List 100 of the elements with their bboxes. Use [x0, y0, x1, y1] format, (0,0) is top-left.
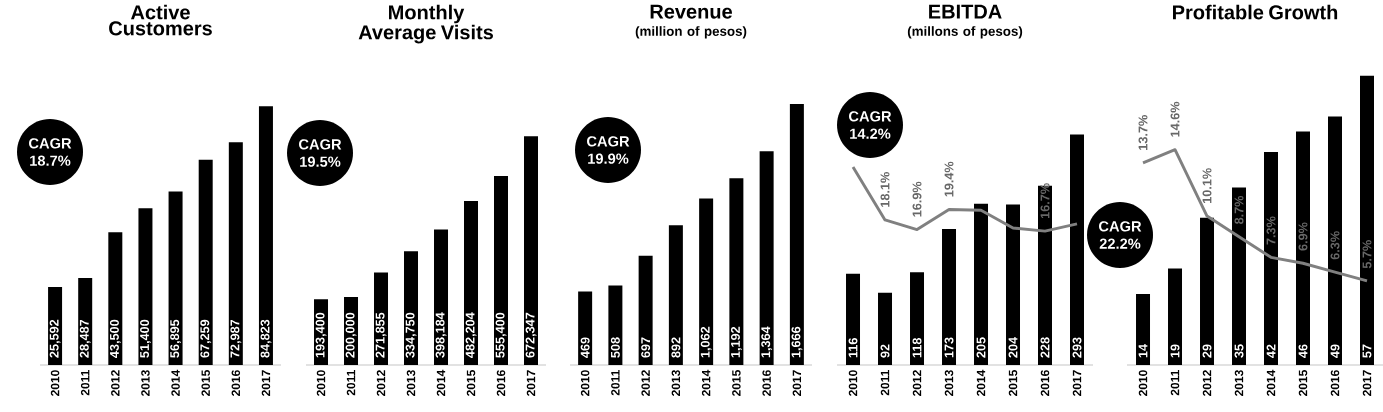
annotation: CAGR 14.2%: [849, 111, 892, 139]
data-label: 92: [880, 344, 890, 358]
bar: [668, 225, 683, 365]
data-label: 482,204: [465, 312, 477, 358]
x-tick-label: 2013: [406, 370, 416, 396]
bar: [1006, 204, 1021, 365]
bar: [434, 229, 449, 365]
bar: [846, 273, 861, 365]
data-label: 28,487: [79, 319, 91, 358]
data-label: 271,855: [375, 312, 387, 358]
x-tick-label: 2012: [912, 370, 922, 396]
data-label: 398,184: [435, 312, 447, 358]
x-tick-label: 2014: [1266, 369, 1276, 396]
data-label: 193,400: [315, 312, 327, 358]
x-tick-label: 2014: [701, 369, 711, 396]
bar: [138, 208, 153, 365]
bar: [1168, 268, 1183, 365]
x-tick-label: 2015: [1008, 370, 1018, 396]
bar: [1070, 134, 1084, 365]
x-tick-label: 2011: [1170, 370, 1180, 396]
data-label: 19: [1170, 344, 1180, 358]
bar: [878, 292, 893, 365]
data-label: 672,347: [525, 312, 537, 358]
x-tick-label: 2010: [316, 370, 326, 396]
x-tick-label: 2017: [1072, 370, 1082, 396]
x-tick-label: 2010: [1138, 370, 1148, 396]
data-label: 14: [1138, 344, 1148, 358]
x-tick-label: 2017: [1362, 370, 1372, 396]
data-label: 7.3%: [1266, 216, 1276, 245]
annotation: CAGR 19.9%: [587, 136, 630, 164]
data-label: 697: [641, 337, 651, 358]
data-label: 1,364: [761, 326, 773, 358]
data-label: 16.9%: [912, 181, 922, 217]
x-tick-label: 2011: [80, 370, 90, 396]
x-tick-label: 2016: [231, 370, 241, 396]
data-label: 19.4%: [944, 161, 954, 197]
data-label: 18.1%: [880, 172, 890, 207]
bar: [1136, 293, 1151, 365]
bar: [699, 198, 714, 365]
x-tick-label: 2015: [201, 370, 210, 396]
bar: [1360, 75, 1374, 365]
data-label: 293: [1072, 337, 1082, 358]
data-label: 46: [1298, 344, 1308, 358]
bar: [168, 191, 183, 365]
x-tick-label: 2016: [1040, 370, 1050, 396]
x-tick-label: 2010: [848, 370, 858, 396]
data-label: 56,895: [170, 319, 181, 358]
bar: [1296, 131, 1310, 365]
x-tick-label: 2012: [641, 370, 650, 396]
data-label: 469: [580, 337, 590, 358]
chart-title: EBITDA: [929, 4, 1002, 19]
data-label: 116: [848, 338, 858, 358]
data-label: 8.7%: [1234, 195, 1244, 225]
bar: [1264, 151, 1278, 365]
x-tick-label: 2017: [261, 370, 271, 396]
data-label: 43,500: [109, 319, 121, 358]
x-tick-label: 2015: [466, 370, 476, 396]
chart-subtitle: (million of pesos): [635, 26, 747, 39]
bar: [494, 176, 508, 365]
x-tick-label: 2014: [976, 369, 986, 396]
bar: [404, 251, 419, 365]
chart-title: Profitable Growth: [1173, 4, 1338, 20]
bar: [1200, 217, 1215, 365]
data-label: 25,592: [49, 319, 61, 358]
chart-title: Revenue: [650, 4, 732, 19]
bar: [974, 203, 989, 365]
data-label: 6.3%: [1330, 231, 1340, 260]
x-tick-label: 2011: [611, 370, 620, 396]
annotation: CAGR 19.5%: [299, 139, 342, 167]
data-label: 35: [1234, 344, 1244, 358]
data-label: 16.7%: [1040, 183, 1050, 219]
bar: [228, 142, 243, 365]
x-tick-label: 2013: [141, 370, 150, 396]
x-tick-label: 2010: [580, 370, 590, 396]
bar: [1328, 116, 1342, 365]
data-label: 10.1%: [1202, 168, 1212, 203]
chart-title: Active Customers: [109, 4, 212, 36]
x-tick-label: 2012: [111, 370, 120, 396]
data-label: 42: [1266, 344, 1276, 358]
x-tick-label: 2016: [496, 370, 506, 396]
x-tick-label: 2013: [944, 370, 954, 396]
x-tick-label: 2017: [792, 370, 802, 396]
bar: [608, 285, 623, 365]
bar: [464, 200, 479, 365]
bar: [1232, 187, 1246, 365]
x-tick-label: 2014: [171, 369, 180, 396]
x-tick-label: 2014: [436, 369, 446, 396]
chart-subtitle: (millons of pesos): [907, 26, 1023, 39]
bar: [910, 272, 925, 365]
data-label: 1,666: [791, 326, 803, 358]
data-label: 334,750: [405, 312, 417, 358]
bar: [759, 151, 774, 365]
data-label: 6.9%: [1298, 222, 1308, 251]
x-tick-label: 2011: [880, 370, 890, 396]
bar: [578, 291, 593, 365]
x-tick-label: 2012: [1202, 370, 1212, 396]
bar: [1038, 185, 1052, 365]
annotation: CAGR 18.7%: [29, 138, 72, 166]
x-tick-label: 2016: [762, 370, 771, 396]
bar: [258, 106, 273, 365]
